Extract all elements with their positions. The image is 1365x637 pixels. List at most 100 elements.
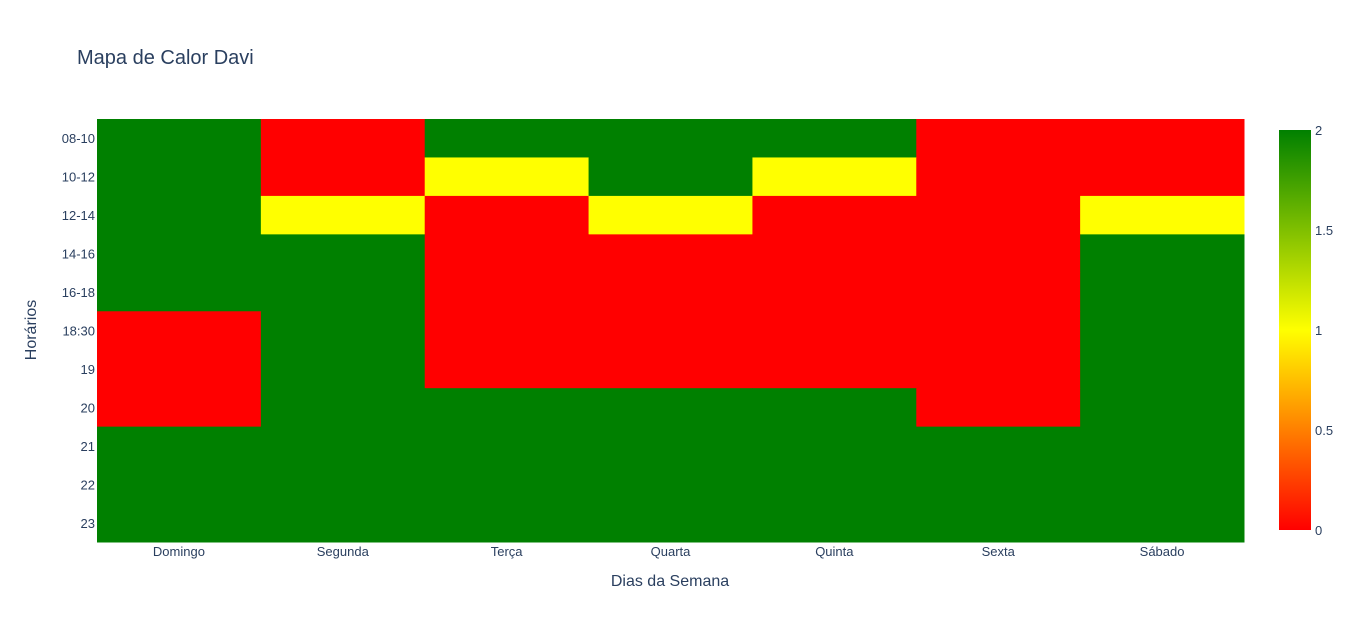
colorbar-tick-label: 2 [1315,123,1322,138]
heatmap-cell [97,465,262,505]
heatmap-cell [1080,388,1245,428]
heatmap-cells [97,119,1245,543]
x-tick-label: Sábado [1140,544,1185,559]
heatmap-cell [588,195,753,235]
y-tick-label: 23 [81,516,95,531]
heatmap-cell [424,503,590,543]
colorbar-tick-label: 0 [1315,523,1322,538]
heatmap-cell [1080,311,1245,351]
x-axis-ticks: Domingo Segunda Terça Quarta Quinta Sexta Sába… [153,544,1185,559]
y-tick-label: 08-10 [62,131,95,146]
heatmap-cell [752,503,917,543]
heatmap-cell [588,503,753,543]
heatmap-cell [916,272,1081,312]
heatmap-cell [424,311,590,351]
heatmap-cell [1080,119,1245,158]
heatmap-cell [752,311,917,351]
chart-title: Mapa de Calor Davi [77,47,254,69]
heatmap-cell [260,426,426,466]
heatmap-cell [260,119,426,158]
heatmap-cell [588,426,753,466]
heatmap-cell [752,195,917,235]
heatmap-cell [260,388,426,428]
heatmap-cell [260,311,426,351]
heatmap-cell [260,272,426,312]
heatmap-cell [916,426,1081,466]
heatmap-cell [260,465,426,505]
heatmap-cell [97,426,262,466]
y-tick-label: 14-16 [62,247,95,262]
heatmap-cell [260,195,426,235]
y-tick-label: 20 [81,400,95,415]
heatmap-cell [752,119,917,158]
y-tick-label: 18:30 [62,324,95,339]
heatmap-cell [424,349,590,389]
y-tick-label: 16-18 [62,285,95,300]
colorbar-tick-label: 0.5 [1315,423,1333,438]
heatmap-cell [424,234,590,274]
heatmap-cell [752,465,917,505]
heatmap-cell [916,465,1081,505]
heatmap-cell [752,388,917,428]
x-tick-label: Domingo [153,544,205,559]
heatmap-cell [916,311,1081,351]
heatmap-cell [1080,157,1245,197]
heatmap-cell [424,465,590,505]
heatmap-cell [424,272,590,312]
colorbar-tick-label: 1.5 [1315,223,1333,238]
heatmap-cell [97,388,262,428]
heatmap-cell [97,195,262,235]
heatmap-cell [916,503,1081,543]
y-tick-label: 19 [81,362,95,377]
heatmap-cell [588,465,753,505]
heatmap-cell [588,388,753,428]
heatmap-cell [588,234,753,274]
heatmap-cell [97,234,262,274]
x-tick-label: Quarta [651,544,692,559]
colorbar-tick-label: 1 [1315,323,1322,338]
heatmap-cell [1080,465,1245,505]
heatmap-cell [1080,195,1245,235]
heatmap-cell [588,272,753,312]
heatmap-cell [588,311,753,351]
heatmap-cell [1080,349,1245,389]
heatmap-cell [424,388,590,428]
heatmap-cell [752,272,917,312]
x-tick-label: Segunda [317,544,370,559]
heatmap-cell [752,426,917,466]
y-tick-label: 10-12 [62,170,95,185]
heatmap-cell [916,195,1081,235]
heatmap-cell [424,195,590,235]
x-tick-label: Quinta [815,544,854,559]
heatmap-cell [588,119,753,158]
heatmap-cell [752,234,917,274]
x-tick-label: Sexta [982,544,1016,559]
heatmap-cell [916,157,1081,197]
heatmap-cell [97,349,262,389]
x-tick-label: Terça [491,544,524,559]
heatmap-cell [97,119,262,158]
y-tick-label: 22 [81,477,95,492]
heatmap-cell [916,388,1081,428]
heatmap-cell [424,119,590,158]
heatmap-cell [588,349,753,389]
heatmap-cell [1080,234,1245,274]
y-tick-label: 12-14 [62,208,95,223]
y-tick-label: 21 [81,439,95,454]
heatmap-cell [752,157,917,197]
heatmap-cell [916,234,1081,274]
heatmap-cell [260,349,426,389]
heatmap-cell [260,234,426,274]
heatmap-cell [260,503,426,543]
heatmap-cell [424,426,590,466]
heatmap-cell [588,157,753,197]
heatmap-cell [1080,426,1245,466]
heatmap-cell [97,311,262,351]
heatmap-cell [1080,272,1245,312]
heatmap-cell [260,157,426,197]
colorbar-ticks: 0 0.5 1 1.5 2 [1315,123,1333,538]
heatmap-cell [752,349,917,389]
heatmap-cell [916,349,1081,389]
heatmap-cell [97,157,262,197]
